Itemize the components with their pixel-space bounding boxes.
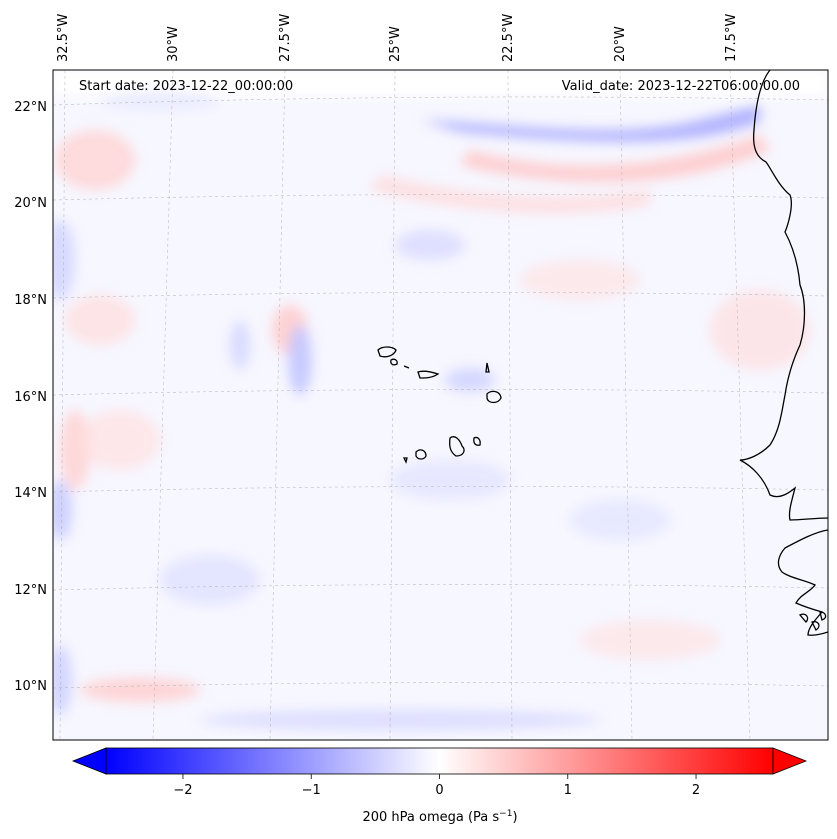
lat-label: 10°N	[14, 679, 47, 694]
valid-date-label: Valid_date: 2023-12-22T06:00:00.00	[562, 79, 800, 94]
lat-label: 14°N	[14, 486, 47, 501]
start-date-label: Start date: 2023-12-22_00:00:00	[79, 79, 293, 94]
colorbar-extend-high	[772, 747, 808, 775]
lat-label: 20°N	[14, 196, 47, 211]
lon-label: 20°W	[613, 26, 628, 62]
colorbar-tick-label: 2	[692, 783, 700, 798]
colorbar-title-main: 200 hPa omega (Pa s	[362, 810, 499, 825]
lat-label: 22°N	[14, 100, 47, 115]
west-africa-coastline	[739, 70, 828, 521]
colorbar-tick-label: −1	[302, 783, 321, 798]
lon-label: 25°W	[388, 26, 403, 62]
island-sao-nicolau	[417, 370, 440, 379]
colorbar-title-exponent: −1	[499, 809, 512, 819]
west-africa-coastline-south	[777, 529, 828, 636]
colorbar: −2 −1 0 1 2 200 hPa omega (Pa s−1)	[71, 747, 808, 825]
lon-label: 30°W	[166, 26, 181, 62]
island-fogo	[415, 449, 427, 460]
lat-label: 16°N	[14, 390, 47, 405]
map-frame	[52, 69, 829, 741]
lon-label: 27.5°W	[278, 14, 293, 62]
island-santo-antao	[377, 346, 397, 358]
gridlines	[53, 70, 828, 740]
colorbar-extend-low	[71, 747, 107, 775]
coastline	[377, 70, 828, 636]
island-santa-luzia	[403, 365, 410, 369]
island-sal	[485, 362, 490, 373]
lon-label: 22.5°W	[501, 14, 516, 62]
lat-label: 12°N	[14, 583, 47, 598]
map-panel	[53, 70, 828, 740]
lat-label: 18°N	[14, 293, 47, 308]
longitude-labels: 32.5°W 30°W 27.5°W 25°W 22.5°W 20°W 17.5…	[56, 14, 739, 62]
colorbar-title: 200 hPa omega (Pa s−1)	[362, 809, 517, 825]
colorbar-tick-label: −2	[173, 783, 192, 798]
island-sao-vicente	[390, 358, 398, 366]
island-santiago	[449, 436, 465, 457]
omega-field	[53, 70, 828, 730]
island-maio	[473, 436, 481, 446]
colorbar-tick-label: 0	[435, 783, 443, 798]
lon-label: 32.5°W	[56, 14, 71, 62]
lon-label: 17.5°W	[724, 14, 739, 62]
island-brava	[402, 457, 408, 464]
colorbar-body	[105, 747, 774, 775]
colorbar-title-close: )	[512, 810, 517, 825]
colorbar-tick-label: 1	[564, 783, 572, 798]
bijagos-islands	[798, 611, 827, 631]
island-boa-vista	[486, 390, 502, 404]
colorbar-ticks: −2 −1 0 1 2	[173, 774, 700, 798]
latitude-labels: 22°N 20°N 18°N 16°N 14°N 12°N 10°N	[14, 100, 47, 694]
